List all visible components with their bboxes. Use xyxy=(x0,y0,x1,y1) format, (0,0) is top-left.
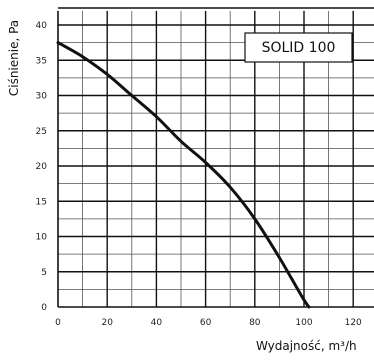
x-tick-label: 100 xyxy=(295,318,312,328)
y-tick-label: 0 xyxy=(41,303,47,313)
x-tick-label: 20 xyxy=(101,318,113,328)
y-tick-label: 40 xyxy=(36,21,48,31)
x-tick-label: 0 xyxy=(55,318,61,328)
y-tick-label: 5 xyxy=(41,268,47,278)
y-axis-title: Ciśnienie, Pa xyxy=(7,20,21,96)
y-tick-label: 30 xyxy=(36,92,48,102)
x-tick-label: 60 xyxy=(200,318,212,328)
y-tick-label: 35 xyxy=(36,56,47,66)
y-tick-label: 15 xyxy=(36,197,47,207)
model-label: SOLID 100 xyxy=(262,40,336,56)
x-tick-label: 40 xyxy=(151,318,163,328)
y-tick-label: 25 xyxy=(36,127,47,137)
x-tick-label: 120 xyxy=(345,318,362,328)
y-tick-label: 20 xyxy=(36,162,48,172)
model-label-box: SOLID 100 xyxy=(244,32,353,63)
y-tick-labels: 0 5 10 15 20 25 30 35 40 xyxy=(36,21,48,313)
x-tick-labels: 0 20 40 60 80 100 120 xyxy=(55,318,362,328)
performance-curve xyxy=(56,41,311,309)
y-tick-label: 10 xyxy=(36,233,48,243)
x-axis-title: Wydajność, m³/h xyxy=(256,339,357,353)
x-tick-label: 80 xyxy=(249,318,261,328)
